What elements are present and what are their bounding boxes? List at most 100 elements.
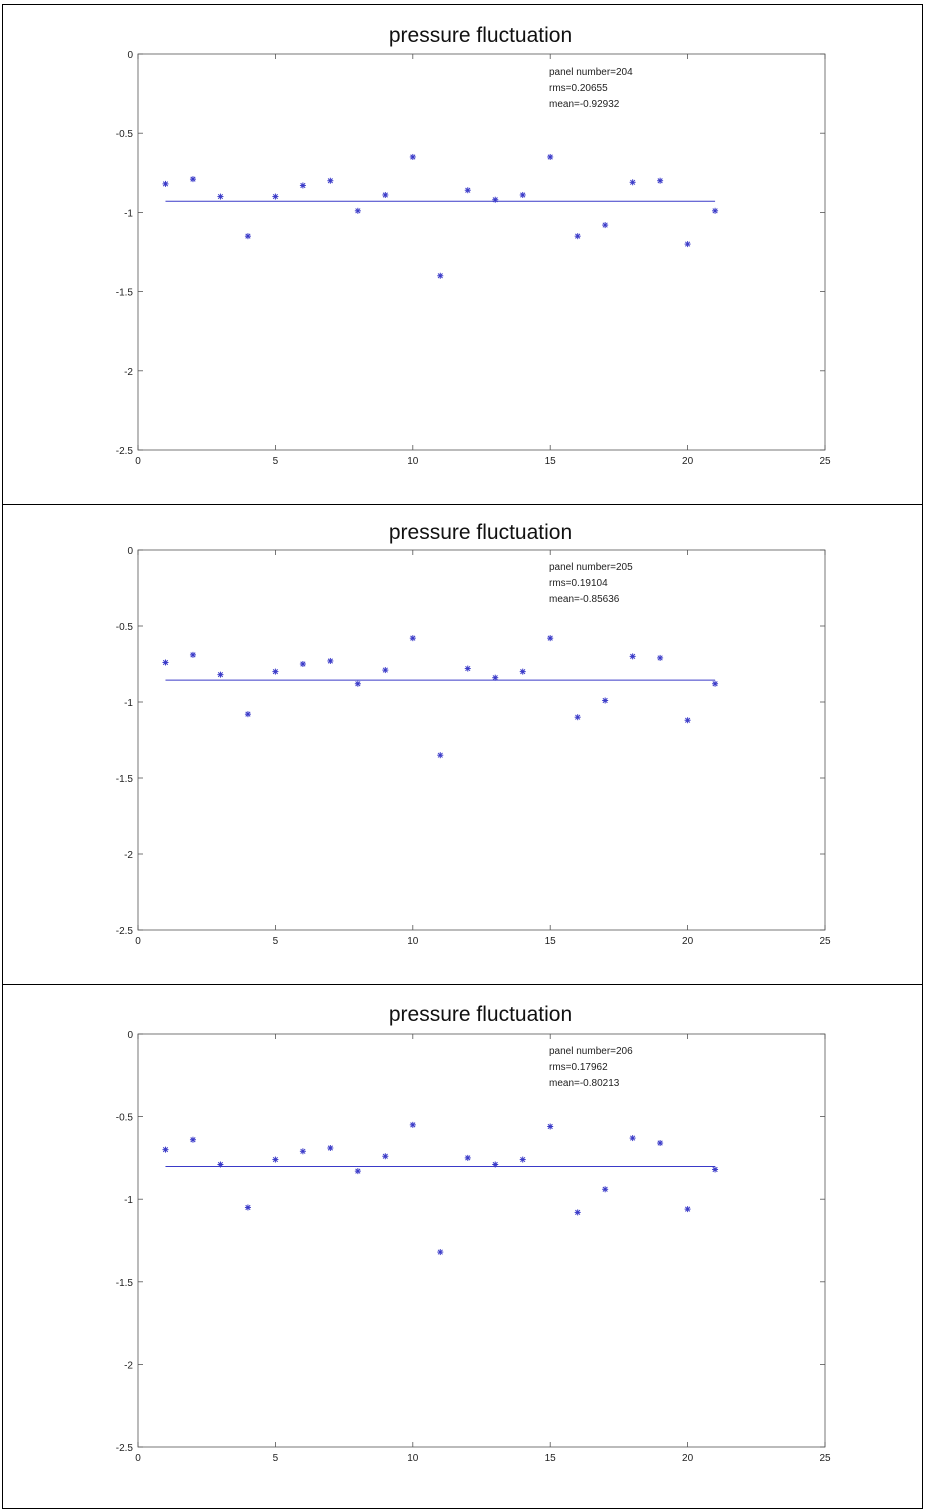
- data-point: [602, 697, 609, 704]
- x-tick-label: 15: [545, 456, 557, 467]
- y-tick-label: -2.5: [116, 1443, 134, 1454]
- data-point: [354, 680, 361, 687]
- data-point: [189, 176, 196, 183]
- data-point: [244, 233, 251, 240]
- data-point: [272, 193, 279, 200]
- data-point: [519, 668, 526, 675]
- data-point: [712, 1166, 719, 1173]
- data-point: [629, 653, 636, 660]
- y-tick-label: 0: [127, 50, 133, 61]
- x-tick-label: 0: [135, 456, 141, 467]
- x-tick-label: 0: [135, 1453, 141, 1464]
- x-tick-label: 20: [682, 936, 694, 947]
- x-tick-label: 20: [682, 1453, 694, 1464]
- data-point: [217, 671, 224, 678]
- chart-title: pressure fluctuation: [389, 521, 572, 544]
- data-point: [519, 191, 526, 198]
- y-tick-label: -2: [124, 850, 133, 861]
- data-point: [244, 1204, 251, 1211]
- plot-frame: [137, 1033, 826, 1448]
- x-tick-label: 10: [407, 1453, 419, 1464]
- annotation-text: mean=-0.92932: [549, 99, 620, 110]
- data-point: [464, 187, 471, 194]
- data-point: [327, 177, 334, 184]
- chart-panel-1: pressure fluctuation 0 5 10 15 20 25 0 -0.5 -1 -1.…: [2, 4, 923, 505]
- annotation-text: rms=0.17962: [549, 1062, 608, 1073]
- chart-panel-3: pressure fluctuation 0 5 10 15 20 25 0 -0.5 -1 -1.…: [2, 984, 923, 1509]
- y-tick-label: -0.5: [116, 1113, 134, 1124]
- data-point: [354, 207, 361, 214]
- data-point: [189, 1136, 196, 1143]
- x-tick-label: 15: [545, 936, 557, 947]
- chart-3: pressure fluctuation 0 5 10 15 20 25 0 -0.5 -1 -1.…: [116, 1003, 831, 1464]
- y-tick-label: 0: [127, 546, 133, 557]
- x-tick-label: 25: [819, 936, 831, 947]
- data-point: [299, 182, 306, 189]
- data-point: [629, 179, 636, 186]
- data-point: [684, 1206, 691, 1213]
- data-point: [492, 674, 499, 681]
- data-point: [409, 153, 416, 160]
- x-tick-label: 25: [819, 456, 831, 467]
- data-point: [189, 651, 196, 658]
- annotation-text: rms=0.19104: [549, 578, 608, 589]
- data-point: [272, 1156, 279, 1163]
- chart-title: pressure fluctuation: [389, 24, 572, 47]
- data-point: [327, 1144, 334, 1151]
- data-point: [602, 1186, 609, 1193]
- data-point: [712, 680, 719, 687]
- plot-frame: [137, 53, 826, 451]
- data-point: [354, 1168, 361, 1175]
- data-point: [547, 635, 554, 642]
- data-point: [547, 153, 554, 160]
- y-tick-label: -1.5: [116, 774, 134, 785]
- y-tick-label: -1.5: [116, 1278, 134, 1289]
- annotation-text: panel number=206: [549, 1046, 633, 1057]
- data-point: [574, 233, 581, 240]
- y-tick-label: -1: [124, 698, 133, 709]
- y-tick-label: -2.5: [116, 446, 134, 457]
- data-point: [382, 667, 389, 674]
- data-point: [162, 180, 169, 187]
- data-point: [712, 207, 719, 214]
- data-point: [409, 1121, 416, 1128]
- data-point: [574, 714, 581, 721]
- data-point: [657, 1140, 664, 1147]
- x-tick-label: 0: [135, 936, 141, 947]
- x-tick-label: 5: [273, 1453, 279, 1464]
- annotation-text: mean=-0.85636: [549, 594, 620, 605]
- data-point: [602, 222, 609, 229]
- data-point: [382, 191, 389, 198]
- data-point: [437, 272, 444, 279]
- annotation-text: mean=-0.80213: [549, 1078, 620, 1089]
- data-point: [547, 1123, 554, 1130]
- x-tick-label: 20: [682, 456, 694, 467]
- data-point: [657, 654, 664, 661]
- data-point: [217, 1161, 224, 1168]
- x-tick-label: 10: [407, 456, 419, 467]
- x-tick-label: 5: [273, 936, 279, 947]
- data-point: [327, 657, 334, 664]
- y-tick-label: -1: [124, 1195, 133, 1206]
- data-point: [217, 193, 224, 200]
- x-tick-label: 5: [273, 456, 279, 467]
- data-point: [437, 752, 444, 759]
- data-point: [244, 711, 251, 718]
- chart-2: pressure fluctuation 0 5 10 15 20 25 0 -0.5 -1 -1.…: [116, 521, 831, 947]
- data-point: [684, 717, 691, 724]
- data-point: [657, 177, 664, 184]
- data-point: [272, 668, 279, 675]
- data-point: [162, 659, 169, 666]
- data-point: [409, 635, 416, 642]
- x-tick-label: 10: [407, 936, 419, 947]
- data-point: [519, 1156, 526, 1163]
- plot-frame: [137, 549, 826, 931]
- annotation-text: panel number=204: [549, 67, 633, 78]
- chart-title: pressure fluctuation: [389, 1003, 572, 1026]
- data-point: [299, 1148, 306, 1155]
- data-point: [464, 665, 471, 672]
- data-point: [299, 661, 306, 667]
- y-tick-label: -2.5: [116, 926, 134, 937]
- data-point: [492, 196, 499, 203]
